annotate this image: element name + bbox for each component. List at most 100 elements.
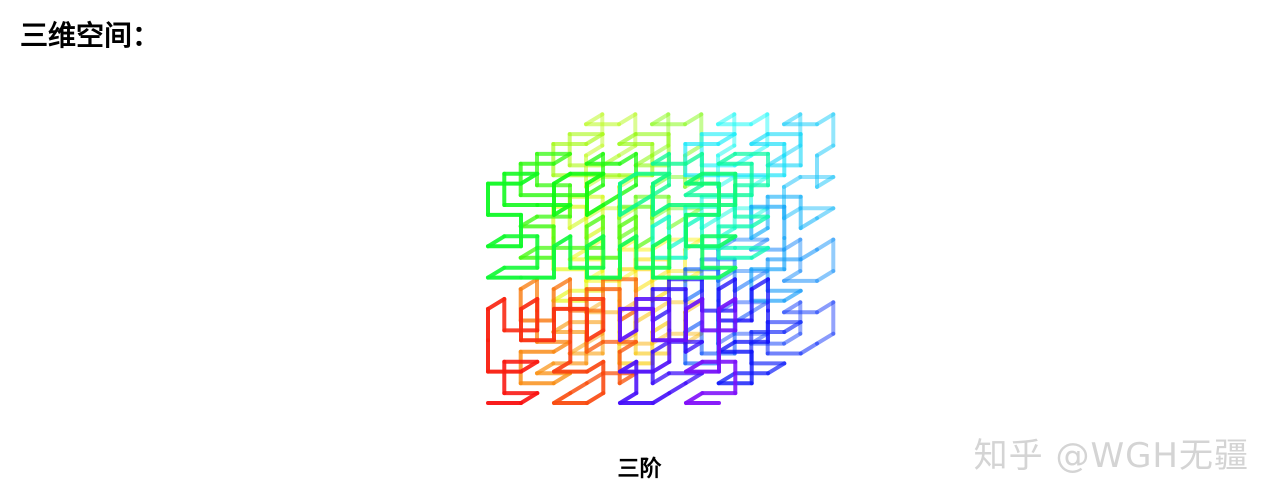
curve-segment [618,171,639,186]
curve-segment [486,297,507,311]
curve-segment [815,175,836,189]
curve-segment [584,206,605,221]
curve-segment [584,132,605,146]
curve-segment [651,234,672,249]
curve-segment [667,381,688,396]
curve-segment [650,183,671,198]
curve-segment [650,308,671,323]
curve-segment [552,234,573,249]
curve-segment [617,206,638,221]
curve-segment [782,288,803,303]
curve-segment [584,371,605,386]
curve-segment [552,171,573,186]
curve-segment [650,339,671,354]
curve-segment [585,234,606,249]
curve-segment [651,391,672,405]
curve-segment [683,339,704,354]
curve-segment [584,143,605,158]
curve-segment [518,277,539,292]
curve-segment [716,269,737,283]
watermark: 知乎 @WGH无疆 [973,436,1249,476]
curve-segment [815,269,836,283]
curve-segment [716,143,737,158]
curve-segment [749,300,770,315]
hilbert-curve-figure [440,58,860,438]
curve-segment [815,300,836,315]
curve-segment [699,216,720,231]
curve-segment [782,143,803,158]
curve-segment [585,203,606,217]
curve-segment [584,226,605,240]
curve-segment [766,361,787,376]
curve-segment [749,226,770,240]
curve-segment [749,277,770,292]
curve-segment [782,175,803,189]
curve-segment [585,328,606,343]
curve-segment [617,339,638,354]
curve-segment [782,320,803,334]
curve-segment [666,216,687,231]
curve-segment [716,132,737,146]
curve-segment [782,237,803,252]
curve-segment [519,359,540,374]
curve-segment [519,171,540,186]
curve-segment [749,214,770,229]
curve-segment [617,308,638,323]
curve-segment [798,216,819,231]
curve-segment [650,371,671,386]
curve-segment [749,245,770,260]
curve-segment [634,193,655,207]
curve-segment [684,297,705,311]
curve-segment [650,143,671,158]
curve-segment [633,278,654,293]
curve-segment [618,203,639,217]
curve-segment [683,151,704,166]
curve-segment [618,328,639,343]
curve-segment [617,183,638,198]
curve-segment [667,236,688,250]
curve-segment [815,206,836,221]
curve-segment [732,278,753,293]
curve-segment [585,171,606,186]
curve-segment [568,381,589,396]
curve-segment [815,112,836,127]
curve-segment [584,183,605,198]
curve-segment [651,171,672,186]
curve-segment [633,310,654,325]
curve-segment [717,297,738,311]
section-heading: 三维空间： [20,19,161,52]
curve-segment [551,371,572,386]
curve-segment [551,339,572,354]
curve-segment [651,359,672,374]
curve-segment [584,331,605,346]
curve-segment [683,371,704,386]
curve-segment [584,339,605,354]
curve-segment [683,320,704,334]
curve-segment [552,203,573,217]
curve-segment [617,371,638,386]
curve-segment [650,320,671,334]
curve-segment [782,206,803,221]
curve-segment [585,391,606,405]
curve-segment [749,269,770,283]
curve-segment [551,151,572,166]
curve-segment [617,112,638,127]
curve-segment [519,297,540,311]
curve-segment [601,193,622,207]
curve-segment [798,341,819,356]
curve-segment [584,214,605,229]
curve-segment [798,247,819,262]
curve-segment [717,234,738,249]
curve-segment [634,236,655,250]
curve-segment [683,288,704,303]
curve-segment [782,331,803,346]
curve-segment [716,277,737,292]
curve-segment [749,112,770,127]
curve-segment [617,214,638,229]
curve-segment [617,151,638,166]
curve-segment [567,216,588,231]
curve-segment [815,237,836,252]
curve-segment [651,203,672,217]
curve-segment [683,112,704,127]
curve-segment [815,143,836,158]
